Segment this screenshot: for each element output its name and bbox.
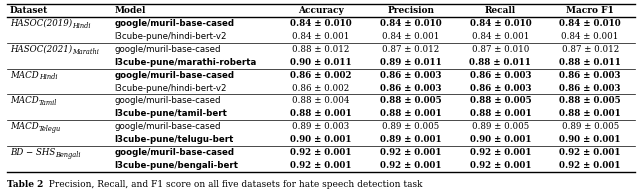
Text: Dataset: Dataset (10, 6, 48, 15)
Text: 0.92 ± 0.001: 0.92 ± 0.001 (380, 148, 442, 157)
Text: l3cube-pune/hindi-bert-v2: l3cube-pune/hindi-bert-v2 (115, 84, 227, 92)
Text: 0.92 ± 0.001: 0.92 ± 0.001 (470, 148, 531, 157)
Text: MACD: MACD (10, 71, 38, 80)
Text: google/muril-base-cased: google/muril-base-cased (115, 148, 235, 157)
Text: 0.92 ± 0.001: 0.92 ± 0.001 (380, 161, 442, 170)
Text: HASOC(2021): HASOC(2021) (10, 45, 72, 54)
Text: 0.88 ± 0.004: 0.88 ± 0.004 (292, 96, 349, 105)
Text: 0.92 ± 0.001: 0.92 ± 0.001 (559, 161, 621, 170)
Text: 0.86 ± 0.003: 0.86 ± 0.003 (470, 71, 531, 80)
Text: 0.88 ± 0.001: 0.88 ± 0.001 (470, 109, 531, 118)
Text: 0.86 ± 0.002: 0.86 ± 0.002 (292, 84, 349, 92)
Text: 0.90 ± 0.011: 0.90 ± 0.011 (290, 58, 352, 67)
Text: 0.84 ± 0.010: 0.84 ± 0.010 (290, 19, 352, 28)
Text: 0.87 ± 0.012: 0.87 ± 0.012 (382, 45, 439, 54)
Text: Precision: Precision (387, 6, 434, 15)
Text: Hindi: Hindi (72, 22, 91, 30)
Text: Macro F1: Macro F1 (566, 6, 614, 15)
Text: 0.86 ± 0.003: 0.86 ± 0.003 (380, 71, 442, 80)
Text: 0.88 ± 0.005: 0.88 ± 0.005 (380, 96, 442, 105)
Text: Accuracy: Accuracy (298, 6, 344, 15)
Text: 0.90 ± 0.001: 0.90 ± 0.001 (291, 135, 352, 144)
Text: google/muril-base-cased: google/muril-base-cased (115, 71, 235, 80)
Text: 0.84 ± 0.010: 0.84 ± 0.010 (470, 19, 531, 28)
Text: 0.86 ± 0.003: 0.86 ± 0.003 (380, 84, 442, 92)
Text: 0.89 ± 0.011: 0.89 ± 0.011 (380, 58, 442, 67)
Text: BD − SHS: BD − SHS (10, 148, 55, 157)
Text: 0.89 ± 0.003: 0.89 ± 0.003 (292, 122, 349, 131)
Text: google/muril-base-cased: google/muril-base-cased (115, 19, 235, 28)
Text: Model: Model (115, 6, 146, 15)
Text: 0.87 ± 0.012: 0.87 ± 0.012 (561, 45, 619, 54)
Text: l3cube-pune/marathi-roberta: l3cube-pune/marathi-roberta (115, 58, 257, 67)
Text: 0.84 ± 0.001: 0.84 ± 0.001 (472, 32, 529, 41)
Text: 0.88 ± 0.001: 0.88 ± 0.001 (380, 109, 442, 118)
Text: l3cube-pune/tamil-bert: l3cube-pune/tamil-bert (115, 109, 228, 118)
Text: 0.89 ± 0.005: 0.89 ± 0.005 (561, 122, 619, 131)
Text: 0.88 ± 0.001: 0.88 ± 0.001 (290, 109, 352, 118)
Text: Telegu: Telegu (38, 125, 61, 133)
Text: Precision, Recall, and F1 score on all five datasets for hate speech detection t: Precision, Recall, and F1 score on all f… (44, 180, 423, 189)
Text: HASOC(2019): HASOC(2019) (10, 19, 72, 28)
Text: l3cube-pune/bengali-bert: l3cube-pune/bengali-bert (115, 161, 239, 170)
Text: 0.84 ± 0.010: 0.84 ± 0.010 (559, 19, 621, 28)
Text: 0.84 ± 0.001: 0.84 ± 0.001 (561, 32, 619, 41)
Text: Table 2: Table 2 (7, 180, 44, 189)
Text: google/muril-base-cased: google/muril-base-cased (115, 96, 221, 105)
Text: 0.89 ± 0.005: 0.89 ± 0.005 (382, 122, 439, 131)
Text: Marathi: Marathi (72, 47, 99, 56)
Text: 0.88 ± 0.005: 0.88 ± 0.005 (470, 96, 531, 105)
Text: 0.89 ± 0.001: 0.89 ± 0.001 (380, 135, 442, 144)
Text: 0.90 ± 0.001: 0.90 ± 0.001 (470, 135, 531, 144)
Text: 0.92 ± 0.001: 0.92 ± 0.001 (291, 161, 352, 170)
Text: Hindi: Hindi (38, 73, 57, 81)
Text: Tamil: Tamil (38, 99, 57, 107)
Text: 0.92 ± 0.001: 0.92 ± 0.001 (291, 148, 352, 157)
Text: 0.87 ± 0.010: 0.87 ± 0.010 (472, 45, 529, 54)
Text: MACD: MACD (10, 122, 38, 131)
Text: 0.88 ± 0.011: 0.88 ± 0.011 (559, 58, 621, 67)
Text: google/muril-base-cased: google/muril-base-cased (115, 122, 221, 131)
Text: MACD: MACD (10, 96, 38, 105)
Text: 0.88 ± 0.011: 0.88 ± 0.011 (470, 58, 531, 67)
Text: Recall: Recall (485, 6, 516, 15)
Text: google/muril-base-cased: google/muril-base-cased (115, 45, 221, 54)
Text: Bengali: Bengali (55, 151, 81, 159)
Text: 0.92 ± 0.001: 0.92 ± 0.001 (470, 161, 531, 170)
Text: l3cube-pune/hindi-bert-v2: l3cube-pune/hindi-bert-v2 (115, 32, 227, 41)
Text: 0.86 ± 0.003: 0.86 ± 0.003 (559, 84, 621, 92)
Text: 0.86 ± 0.003: 0.86 ± 0.003 (470, 84, 531, 92)
Text: l3cube-pune/telugu-bert: l3cube-pune/telugu-bert (115, 135, 234, 144)
Text: 0.84 ± 0.001: 0.84 ± 0.001 (382, 32, 440, 41)
Text: 0.88 ± 0.001: 0.88 ± 0.001 (559, 109, 621, 118)
Text: 0.90 ± 0.001: 0.90 ± 0.001 (559, 135, 621, 144)
Text: 0.84 ± 0.001: 0.84 ± 0.001 (292, 32, 349, 41)
Text: 0.88 ± 0.005: 0.88 ± 0.005 (559, 96, 621, 105)
Text: 0.84 ± 0.010: 0.84 ± 0.010 (380, 19, 442, 28)
Text: 0.86 ± 0.002: 0.86 ± 0.002 (291, 71, 352, 80)
Text: 0.88 ± 0.012: 0.88 ± 0.012 (292, 45, 349, 54)
Text: 0.86 ± 0.003: 0.86 ± 0.003 (559, 71, 621, 80)
Text: 0.89 ± 0.005: 0.89 ± 0.005 (472, 122, 529, 131)
Text: 0.92 ± 0.001: 0.92 ± 0.001 (559, 148, 621, 157)
